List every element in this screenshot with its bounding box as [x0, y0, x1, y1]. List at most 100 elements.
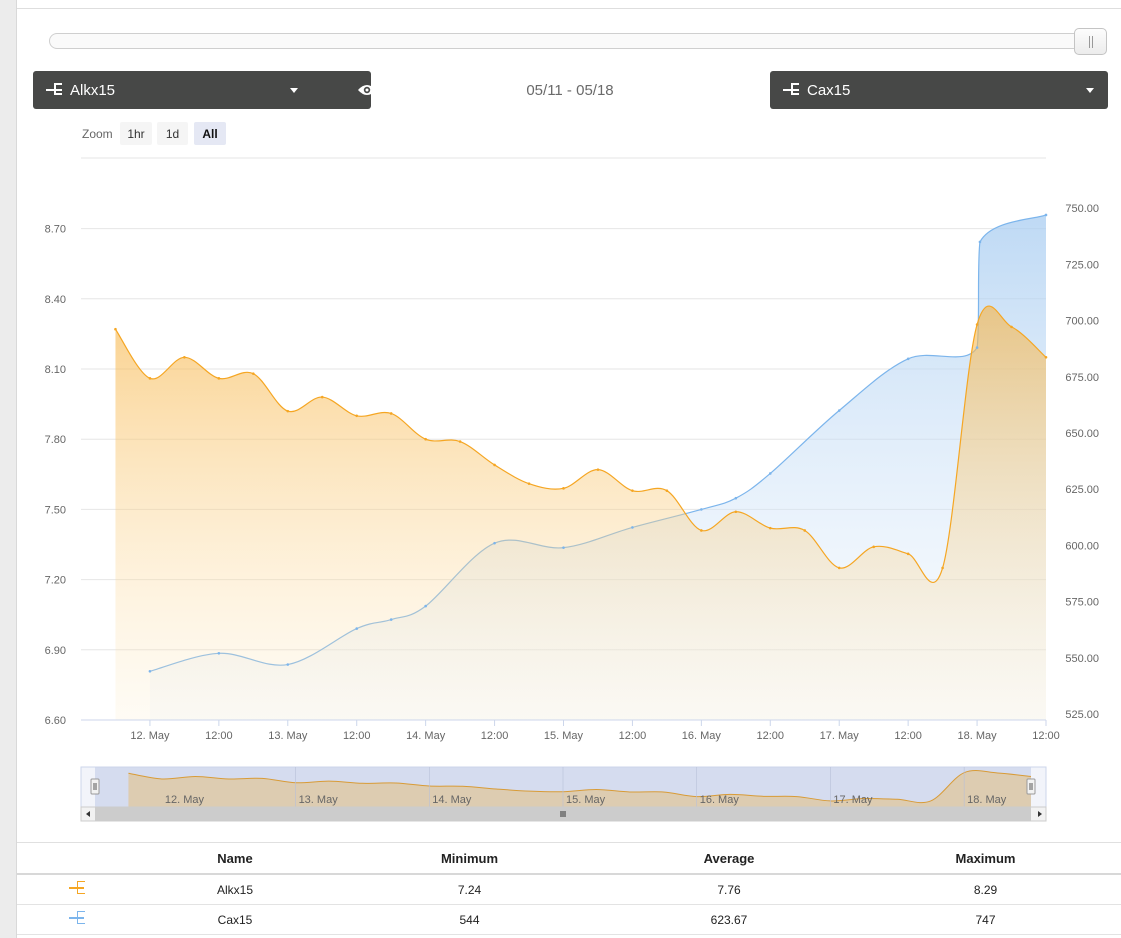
zoom-all-button[interactable]: All	[194, 122, 226, 145]
data-point	[596, 468, 600, 471]
scroll-right-icon[interactable]	[1038, 811, 1042, 817]
data-point	[1044, 356, 1048, 359]
data-point	[355, 627, 359, 630]
data-point	[734, 510, 738, 514]
data-point	[700, 508, 703, 511]
y-right-tick-label: 575.00	[1065, 597, 1099, 609]
data-point	[768, 526, 772, 530]
navigator-label: 13. May	[299, 794, 339, 806]
row-name: Alkx15	[139, 874, 331, 905]
visibility-button[interactable]	[345, 71, 401, 109]
sensor-icon	[69, 881, 87, 895]
data-point	[252, 372, 255, 375]
x-tick-label: 12:00	[894, 730, 922, 742]
sensor-icon	[69, 911, 87, 925]
navigator-label: 18. May	[967, 794, 1007, 806]
data-point	[148, 377, 152, 380]
y-left-tick-label: 8.70	[45, 224, 66, 236]
data-point	[114, 327, 117, 331]
navigator-label: 17. May	[833, 794, 873, 806]
data-point	[975, 346, 979, 349]
y-left-tick-label: 6.90	[45, 645, 66, 657]
data-point	[906, 552, 910, 556]
left-series-selector[interactable]: Alkx15	[33, 71, 390, 109]
x-tick-label: 18. May	[958, 730, 998, 742]
data-point	[665, 489, 669, 492]
x-tick-label: 15. May	[544, 730, 584, 742]
y-right-tick-label: 750.00	[1065, 203, 1099, 215]
data-point	[493, 463, 496, 467]
data-point	[217, 377, 221, 380]
y-left-tick-label: 7.50	[45, 504, 66, 516]
data-point	[872, 545, 875, 549]
date-range-label: 05/11 - 05/18	[526, 82, 614, 99]
left-series-name: Alkx15	[70, 81, 116, 99]
data-point	[320, 395, 324, 399]
axes: 6.60 6.90 7.20 7.50 7.80 8.10 8.40 8.70 525.00 55…	[45, 203, 1099, 742]
data-point	[837, 566, 841, 570]
header-maximum: Maximum	[850, 843, 1121, 875]
row-average: 623.67	[608, 904, 850, 935]
data-point	[286, 663, 290, 666]
navigator-label: 12. May	[165, 794, 205, 806]
x-tick-label: 12:00	[205, 730, 233, 742]
y-left-tick-label: 6.60	[45, 715, 66, 727]
data-point	[458, 440, 462, 443]
eye-icon	[357, 85, 376, 95]
x-tick-label: 13. May	[268, 730, 308, 742]
navigator-label: 14. May	[432, 794, 472, 806]
y-right-tick-label: 700.00	[1065, 316, 1099, 328]
chevron-down-icon[interactable]	[290, 88, 298, 93]
data-point	[941, 566, 944, 570]
data-point	[975, 323, 979, 326]
row-average: 7.76	[608, 874, 850, 905]
series-line-alkx15	[114, 305, 1046, 584]
y-right-tick-label: 600.00	[1065, 540, 1099, 552]
zoom-1d-button[interactable]: 1d	[157, 122, 188, 145]
x-tick-label: 12:00	[619, 730, 647, 742]
right-series-name: Cax15	[807, 81, 851, 99]
row-name: Cax15	[139, 904, 331, 935]
data-point	[183, 356, 186, 359]
right-series-selector[interactable]: Cax15	[770, 71, 1108, 109]
zoom-1hr-button[interactable]: 1hr	[120, 122, 152, 145]
data-point	[1044, 213, 1048, 217]
row-minimum: 7.24	[331, 874, 608, 905]
data-point	[906, 357, 910, 361]
sensor-icon	[783, 82, 801, 98]
data-point	[493, 541, 496, 545]
data-point	[803, 529, 807, 532]
y-right-tick-label: 650.00	[1065, 428, 1099, 440]
y-right-tick-label: 625.00	[1065, 484, 1099, 496]
navigator-label: 16. May	[700, 794, 740, 806]
navigator[interactable]: 12. May 13. May 14. May 15. May 16. May 17. M…	[80, 766, 1047, 822]
left-sidebar-edge	[0, 0, 17, 938]
chevron-down-icon[interactable]	[1086, 88, 1094, 93]
x-tick-label: 14. May	[406, 730, 446, 742]
data-point	[424, 437, 427, 441]
summary-table: Name Minimum Average Maximum Alkx15 7.24…	[17, 842, 1121, 935]
data-point	[978, 240, 982, 244]
series-areas	[114, 214, 1046, 720]
header-average: Average	[608, 843, 850, 875]
y-left-tick-label: 7.80	[45, 434, 66, 446]
series-area-alkx15	[115, 306, 1046, 720]
y-right-tick-label: 550.00	[1065, 653, 1099, 665]
x-tick-label: 12:00	[481, 730, 509, 742]
data-point	[148, 669, 152, 673]
x-tick-label: 12:00	[1032, 730, 1060, 742]
navigator-left-handle[interactable]	[90, 778, 100, 795]
table-row: Cax15 544 623.67 747	[17, 904, 1121, 935]
navigator-line	[128, 770, 1031, 804]
data-point	[700, 529, 703, 532]
data-point	[631, 489, 634, 492]
scroll-left-icon[interactable]	[86, 811, 90, 817]
data-point	[527, 482, 531, 485]
data-point	[286, 409, 290, 413]
row-minimum: 544	[331, 904, 608, 935]
data-point	[768, 472, 772, 475]
time-range-slider-handle[interactable]	[1074, 28, 1107, 55]
navigator-label: 15. May	[566, 794, 606, 806]
series-points	[114, 213, 1048, 673]
navigator-right-handle[interactable]	[1026, 778, 1036, 795]
